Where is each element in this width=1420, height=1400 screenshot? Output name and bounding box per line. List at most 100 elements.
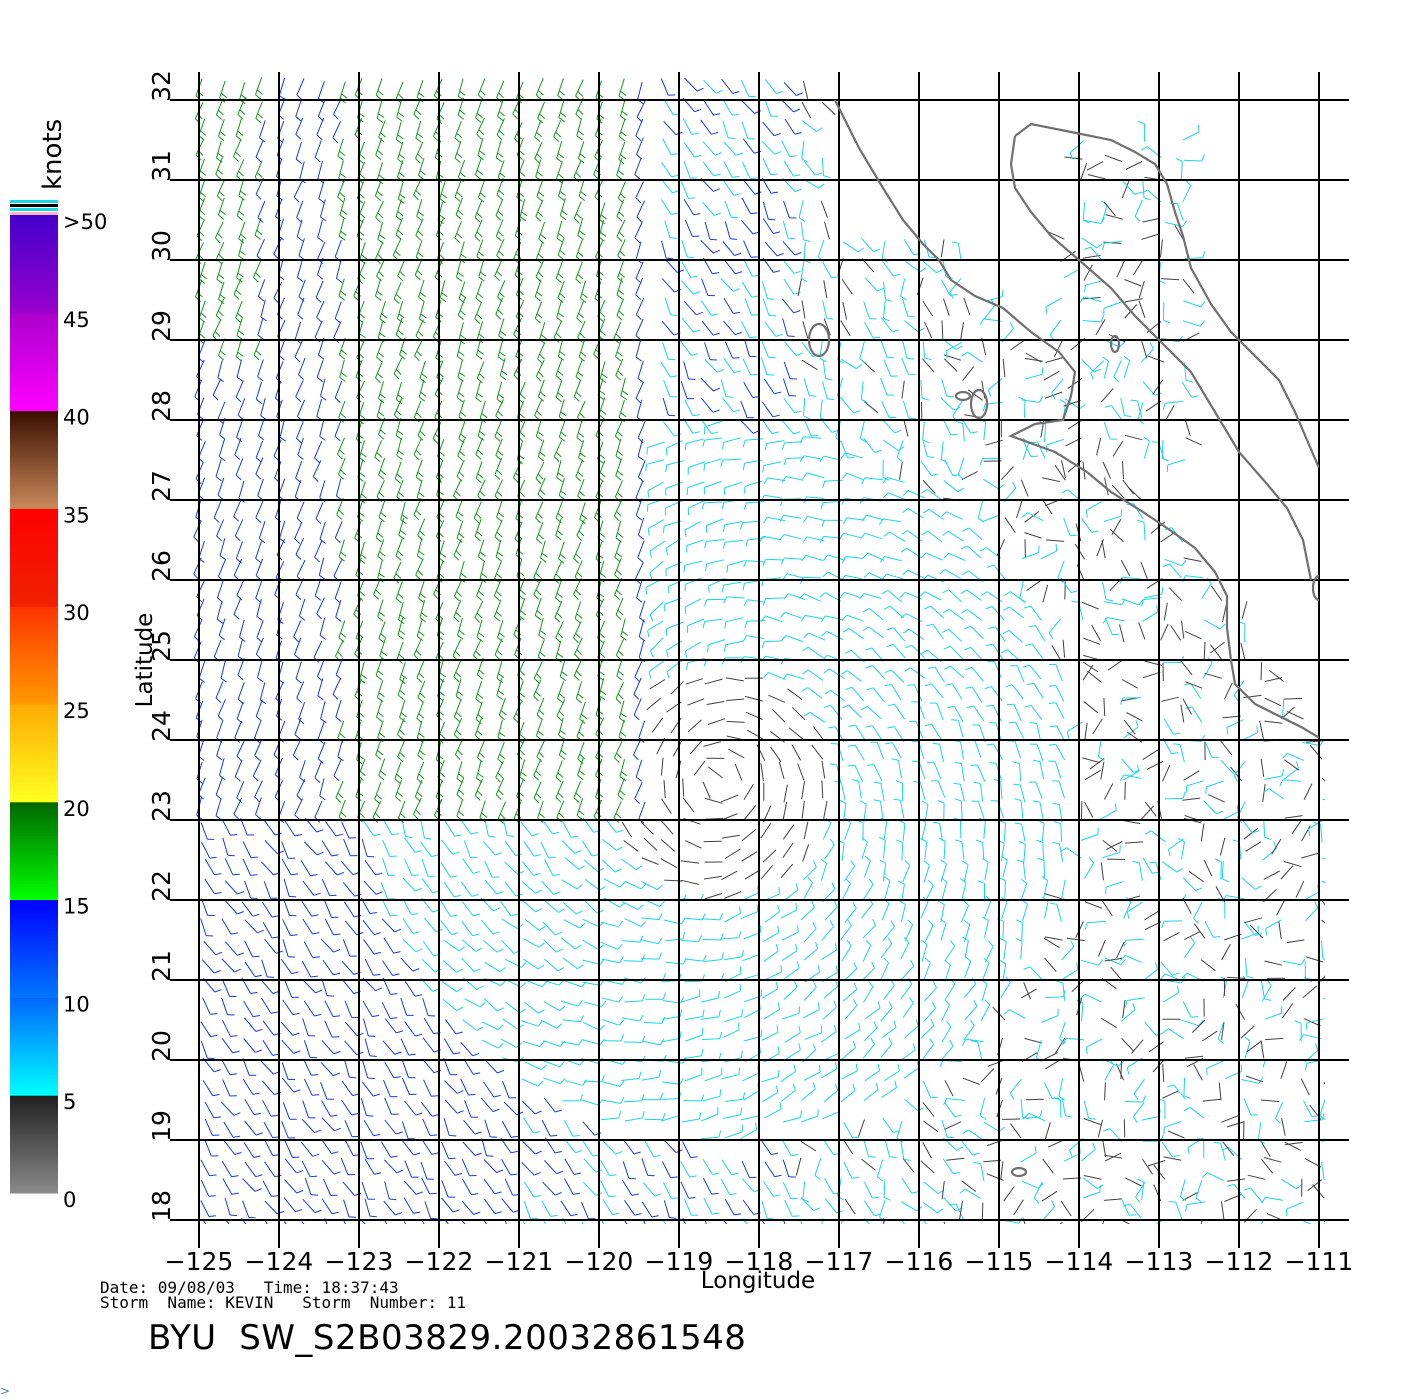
- wind-barb: [783, 81, 803, 96]
- wind-barb: [641, 1158, 655, 1177]
- wind-barb: [1103, 301, 1121, 316]
- wind-barb: [236, 159, 245, 182]
- wind-barb: [981, 979, 988, 1002]
- wind-barb: [1124, 841, 1144, 844]
- wind-barb: [844, 860, 856, 882]
- wind-barb: [985, 439, 1003, 446]
- wind-barb: [900, 937, 910, 960]
- wind-barb: [844, 998, 858, 1020]
- wind-barb: [363, 880, 383, 895]
- wind-barb: [255, 457, 264, 480]
- wind-barb: [324, 861, 344, 876]
- wind-barb: [1020, 479, 1029, 497]
- wind-barb: [295, 380, 304, 402]
- wind-barb: [562, 901, 583, 915]
- wind-barb: [320, 1062, 340, 1077]
- wind-barb: [784, 1043, 801, 1061]
- wind-barb: [904, 667, 926, 679]
- wind-barb: [864, 1063, 881, 1082]
- wind-barb: [317, 219, 324, 243]
- wind-barb: [961, 1180, 977, 1192]
- wind-barb: [203, 940, 223, 956]
- wind-barb: [420, 820, 432, 840]
- wind-barb: [1142, 1159, 1154, 1175]
- wind-barb: [864, 322, 881, 339]
- wind-barb: [1286, 939, 1305, 944]
- wind-barb: [1206, 1060, 1224, 1076]
- wind-barb: [255, 699, 263, 722]
- wind-barb: [726, 720, 745, 723]
- wind-barb: [321, 878, 337, 897]
- wind-barb: [215, 777, 223, 800]
- wind-barb: [960, 322, 964, 341]
- wind-barb: [1014, 798, 1024, 819]
- wind-barb: [262, 1100, 279, 1117]
- wind-barb: [1119, 624, 1125, 643]
- wind-barb: [884, 1064, 900, 1082]
- wind-barb: [1182, 180, 1192, 203]
- wind-barb: [1081, 237, 1103, 249]
- wind-barb: [1243, 827, 1259, 840]
- wind-barb: [264, 840, 284, 855]
- wind-barb: [1053, 821, 1062, 842]
- wind-barb: [1080, 163, 1088, 181]
- wind-barb: [193, 557, 202, 580]
- wind-barb: [1000, 1161, 1004, 1180]
- wind-barb: [687, 698, 705, 706]
- wind-barb: [258, 418, 265, 441]
- wind-barb: [684, 438, 704, 451]
- wind-barb: [863, 437, 882, 453]
- wind-barb: [744, 620, 766, 629]
- wind-barb: [624, 1200, 642, 1216]
- wind-barb: [376, 480, 385, 502]
- wind-barb: [1042, 1158, 1054, 1174]
- wind-barb: [317, 741, 326, 764]
- wind-barb: [303, 1000, 322, 1017]
- wind-barb: [1109, 529, 1124, 543]
- wind-barb: [215, 798, 222, 821]
- wind-barb: [258, 521, 266, 544]
- wind-barb: [324, 821, 343, 837]
- wind-barb: [1100, 388, 1114, 403]
- wind-barb: [1284, 697, 1303, 700]
- wind-barb: [214, 221, 224, 244]
- wind-barb: [705, 559, 725, 571]
- wind-barb: [986, 564, 1006, 580]
- wind-barb: [1061, 1097, 1073, 1118]
- wind-barb: [496, 381, 505, 404]
- wind-barb: [1220, 740, 1233, 756]
- wind-barb: [236, 198, 245, 221]
- wind-barb: [317, 99, 326, 122]
- wind-barb: [943, 1098, 965, 1105]
- wind-barb: [1132, 1102, 1145, 1123]
- wind-barb: [565, 1079, 588, 1086]
- wind-barb: [764, 904, 780, 923]
- wind-barb: [579, 502, 588, 525]
- wind-barb: [504, 861, 525, 875]
- wind-barb: [644, 1113, 666, 1121]
- wind-barb: [764, 1102, 782, 1119]
- wind-barb: [721, 78, 740, 94]
- wind-barb: [799, 455, 822, 462]
- wind-barb: [1111, 518, 1122, 535]
- wind-barb: [441, 839, 460, 855]
- wind-barb: [282, 1077, 301, 1093]
- wind-barb: [800, 614, 823, 622]
- wind-barb: [721, 834, 740, 839]
- wind-barb: [883, 979, 895, 1001]
- wind-barb: [723, 983, 741, 999]
- wind-barb: [743, 1083, 760, 1101]
- wind-barb: [460, 1078, 476, 1096]
- wind-barb: [575, 79, 584, 102]
- wind-barb: [840, 1083, 856, 1103]
- wind-barb: [721, 870, 738, 881]
- wind-barb: [641, 881, 663, 891]
- wind-barb: [444, 1219, 449, 1224]
- wind-barb: [361, 838, 375, 858]
- wind-barb: [822, 1045, 840, 1062]
- wind-barb: [820, 501, 842, 510]
- wind-barb: [503, 1101, 524, 1116]
- wind-barb: [236, 578, 245, 601]
- wind-barb: [682, 797, 695, 813]
- wind-barb: [395, 779, 403, 802]
